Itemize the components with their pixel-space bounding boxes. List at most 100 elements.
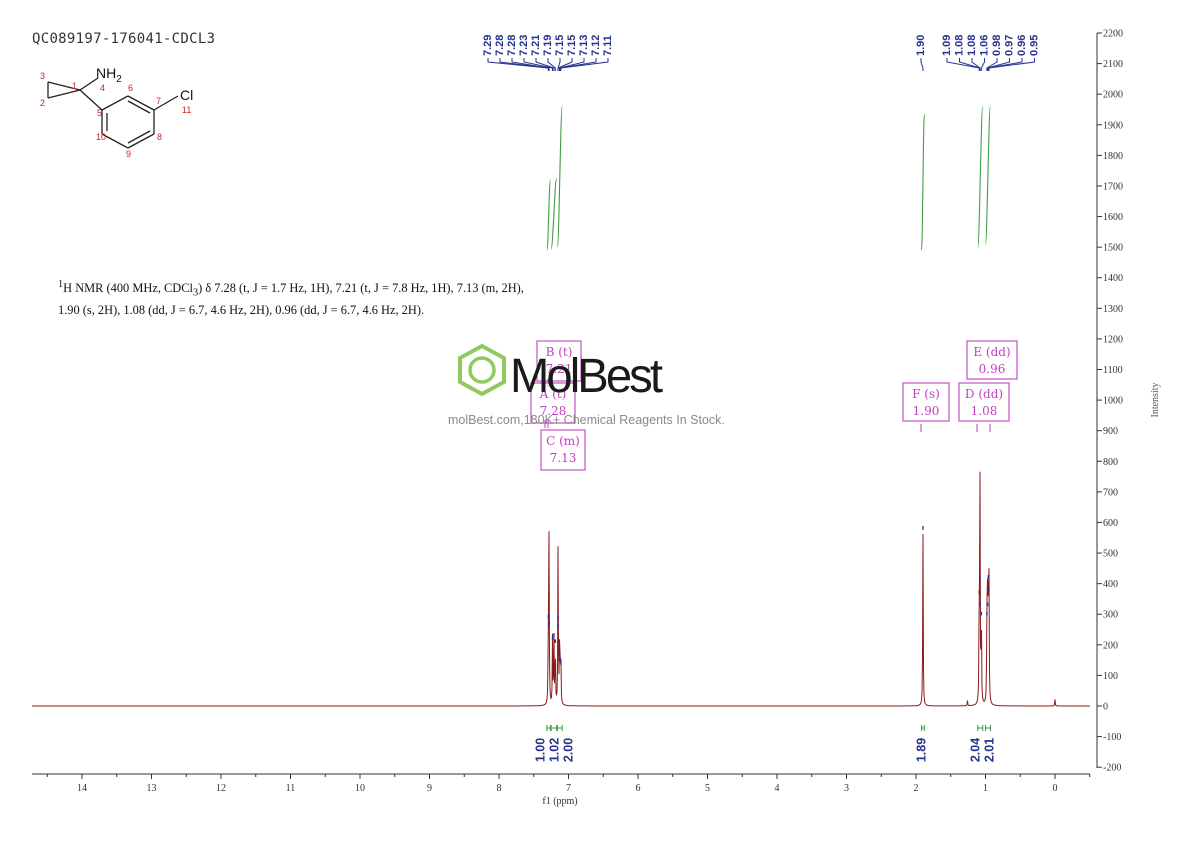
integral-curve xyxy=(977,105,984,248)
x-tick-label: 3 xyxy=(844,783,849,794)
peak-label: 7.29 xyxy=(482,35,494,56)
atom-number: 10 xyxy=(96,132,106,142)
molecule-structure xyxy=(47,77,179,149)
bond xyxy=(47,81,81,91)
integral-labels: 1.00 1.02 2.00 1.89 2.04 2.01 xyxy=(533,725,996,762)
peak-label-leader xyxy=(920,58,924,71)
bond xyxy=(127,95,155,111)
atom-number: 2 xyxy=(40,98,45,108)
spectrum-trace xyxy=(32,471,1090,707)
y-tick-label: 2100 xyxy=(1103,59,1123,70)
multiplet-box: E (dd) 0.96 xyxy=(966,340,1018,380)
y-tick-label: 1800 xyxy=(1103,151,1123,162)
x-tick-label: 8 xyxy=(497,783,502,794)
y-tick-label: 1200 xyxy=(1103,334,1123,345)
y-tick-label: 1500 xyxy=(1103,243,1123,254)
x-tick-label: 10 xyxy=(355,783,365,794)
x-tick-label: 6 xyxy=(636,783,641,794)
solvent-subscript: 3 xyxy=(192,287,199,299)
atom-number: 1 xyxy=(72,81,77,91)
multiplet-annotations: B (t) 7.21 A (t) 7.28 C (m) 7.13 F (s) 1.90 D (d… xyxy=(530,340,1018,471)
y-tick-label: 1000 xyxy=(1103,396,1123,407)
y-tick-label: 100 xyxy=(1103,671,1118,682)
integral-curve xyxy=(550,177,558,250)
integral-curve xyxy=(556,105,563,248)
y-tick-label: -100 xyxy=(1103,732,1121,743)
nmr-tail: ) δ 7.28 (t, J = 1.7 Hz, 1H), 7.21 (t, J… xyxy=(58,281,524,317)
x-tick-label: 11 xyxy=(286,783,296,794)
atom-number: 4 xyxy=(100,83,105,93)
atom-number: 5 xyxy=(97,108,102,118)
multiplet-box: A (t) 7.28 xyxy=(530,382,576,428)
peak-label-leader xyxy=(560,58,609,71)
atom-number: 6 xyxy=(128,83,133,93)
multiplet-shift: 1.08 xyxy=(971,404,998,418)
structure-labels: NH2 Cl 1 2 3 4 5 6 7 8 9 10 11 xyxy=(40,65,193,159)
peak-label: 7.15 xyxy=(566,35,578,56)
multiplet-shift: 7.21 xyxy=(546,362,573,376)
bond xyxy=(101,133,129,149)
x-tick-label: 13 xyxy=(147,783,157,794)
logo-text: MolBest xyxy=(510,350,663,402)
atom-number: 3 xyxy=(40,71,45,81)
x-tick-label: 1 xyxy=(983,783,988,794)
amine-label: NH2 xyxy=(96,65,122,85)
y-axis: 2200210020001900180017001600150014001300… xyxy=(1096,29,1161,774)
watermark-tagline: molBest.com,180K+ Chemical Reagents In S… xyxy=(448,413,725,427)
bond xyxy=(79,77,99,91)
multiplet-box: C (m) 7.13 xyxy=(540,429,586,471)
y-tick-label: 300 xyxy=(1103,610,1118,621)
peak-label: 0.97 xyxy=(1003,35,1015,56)
multiplet-frame xyxy=(536,340,582,382)
peak-label-leader xyxy=(559,58,597,71)
peak-label: 0.95 xyxy=(1028,35,1040,56)
y-tick-label: 2200 xyxy=(1103,29,1123,40)
multiplet-frame xyxy=(530,382,576,424)
peak-label: 7.12 xyxy=(590,35,602,56)
logo-hexagon-icon xyxy=(458,343,506,397)
multiplet-shift: 1.90 xyxy=(913,404,940,418)
chloro-label: Cl xyxy=(180,87,193,103)
integral-value: 1.00 xyxy=(533,738,547,762)
integral-curves xyxy=(546,105,991,251)
peak-label: 0.98 xyxy=(991,35,1003,56)
bond xyxy=(127,130,151,144)
bond xyxy=(101,95,129,111)
multiplet-label: D (dd) xyxy=(965,387,1003,401)
peak-label-leader xyxy=(557,58,573,71)
peak-label: 1.09 xyxy=(941,35,953,56)
multiplet-label: C (m) xyxy=(546,434,580,448)
y-tick-label: 2000 xyxy=(1103,90,1123,101)
multiplet-frame xyxy=(966,340,1018,380)
bond xyxy=(127,100,151,114)
nmr-description: 1H NMR (400 MHz, CDCl3) δ 7.28 (t, J = 1… xyxy=(58,276,528,319)
y-tick-label: 1300 xyxy=(1103,304,1123,315)
peak-label: 7.13 xyxy=(578,35,590,56)
integral-value: 1.02 xyxy=(547,738,561,762)
peak-label-leader xyxy=(980,58,985,71)
peak-label-leader xyxy=(987,58,1023,71)
bond xyxy=(47,89,81,99)
peak-label: 0.96 xyxy=(1016,35,1028,56)
integral-value: 2.00 xyxy=(561,738,575,762)
multiplet-frame xyxy=(902,382,950,422)
multiplet-box: F (s) 1.90 xyxy=(902,382,950,432)
multiplet-shift: 7.28 xyxy=(540,404,567,418)
peak-label: 7.23 xyxy=(518,35,530,56)
y-tick-label: 600 xyxy=(1103,518,1118,529)
y-tick-label: 500 xyxy=(1103,549,1118,560)
y-axis-label: Intensity xyxy=(1150,383,1161,418)
x-tick-label: 9 xyxy=(427,783,432,794)
x-tick-label: 4 xyxy=(775,783,780,794)
x-tick-label: 0 xyxy=(1053,783,1058,794)
y-tick-label: 1700 xyxy=(1103,181,1123,192)
peak-label: 7.11 xyxy=(602,35,614,56)
nmr-head: H NMR (400 MHz, CDCl xyxy=(63,281,193,296)
y-tick-label: 200 xyxy=(1103,640,1118,651)
x-axis: 14 13 12 11 10 9 8 7 6 5 4 3 2 1 0f1 (ppm) xyxy=(32,773,1091,807)
x-axis-label: f1 (ppm) xyxy=(542,796,577,807)
multiplet-shift: 0.96 xyxy=(979,362,1006,376)
multiplet-label: A (t) xyxy=(539,387,567,401)
integral-value: 2.01 xyxy=(982,738,996,762)
